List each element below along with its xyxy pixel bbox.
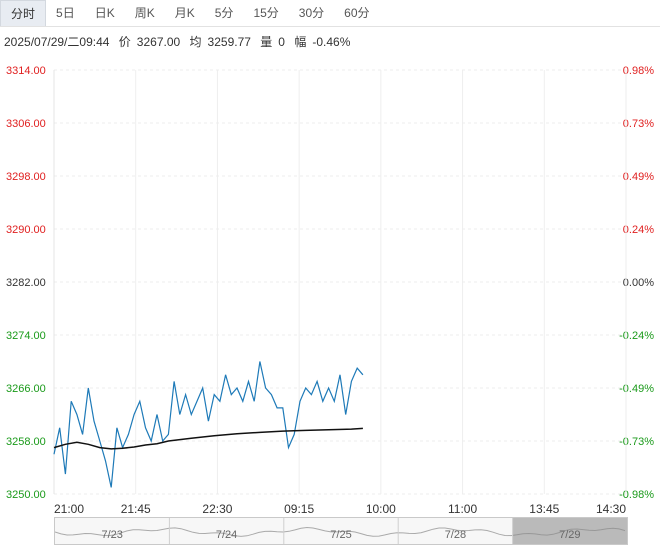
time-tick-label: 21:45 [121,502,151,516]
navigator-selection [512,518,627,544]
tab-3[interactable]: 周K [134,6,155,20]
pct-tick-label: -0.73% [619,436,654,448]
time-tick-label: 21:00 [54,502,84,516]
info-vol-label: 量 [260,35,273,49]
navigator-date: 7/25 [330,529,351,541]
info-vol: 0 [278,35,285,49]
price-line [53,361,364,488]
price-tick-label: 3258.00 [6,436,46,448]
tab-2[interactable]: 日K [94,6,115,20]
info-chg-label: 幅 [294,35,307,49]
avg-line [53,427,363,450]
pct-tick-label: -0.49% [619,383,654,395]
tab-8[interactable]: 60分 [344,6,370,20]
price-tick-label: 3274.00 [6,330,46,342]
tab-6[interactable]: 15分 [253,6,279,20]
period-tabs: 分时 5日 日K 周K 月K 5分 15分 30分 60分 [0,0,660,27]
pct-tick-label: -0.24% [619,330,654,342]
time-navigator[interactable]: 7/23 7/24 7/25 7/28 7/29 [54,517,628,545]
info-chg: -0.46% [312,35,351,49]
info-price: 3267.00 [136,35,181,49]
price-tick-label: 3290.00 [6,224,46,236]
tab-1[interactable]: 5日 [56,6,75,20]
pct-tick-label: 0.49% [623,171,654,183]
pct-tick-label: 0.73% [623,118,654,130]
tab-4[interactable]: 月K [174,6,195,20]
price-tick-label: 3266.00 [6,383,46,395]
price-tick-label: 3282.00 [6,277,46,289]
tab-0[interactable]: 分时 [0,0,47,26]
tab-5[interactable]: 5分 [214,6,234,20]
pct-tick-label: 0.00% [623,277,654,289]
info-datetime: 2025/07/29/二09:44 [4,35,110,49]
navigator-date: 7/29 [559,529,580,541]
time-tick-label: 10:00 [366,502,396,516]
time-tick-label: 09:15 [284,502,314,516]
time-tick-label: 14:30 [596,502,626,516]
price-tick-label: 3306.00 [6,118,46,130]
price-tick-label: 3314.00 [6,65,46,77]
pct-tick-label: 0.98% [623,65,654,77]
info-price-label: 价 [118,35,131,49]
tab-7[interactable]: 30分 [298,6,325,20]
time-tick-label: 22:30 [202,502,232,516]
price-tick-label: 3250.00 [6,489,46,501]
navigator-date: 7/24 [216,529,237,541]
intraday-chart[interactable]: 3314.00 0.98% 3306.00 0.73% 3298.00 0.49% 3290… [0,54,660,516]
pct-tick-label: 0.24% [623,224,654,236]
navigator-date: 7/23 [101,529,122,541]
info-avg: 3259.77 [207,35,251,49]
time-tick-label: 11:00 [448,502,477,516]
navigator-date: 7/28 [445,529,466,541]
info-avg-label: 均 [189,35,202,49]
time-tick-label: 13:45 [529,502,559,516]
price-tick-label: 3298.00 [6,171,46,183]
pct-tick-label: -0.98% [619,489,654,501]
